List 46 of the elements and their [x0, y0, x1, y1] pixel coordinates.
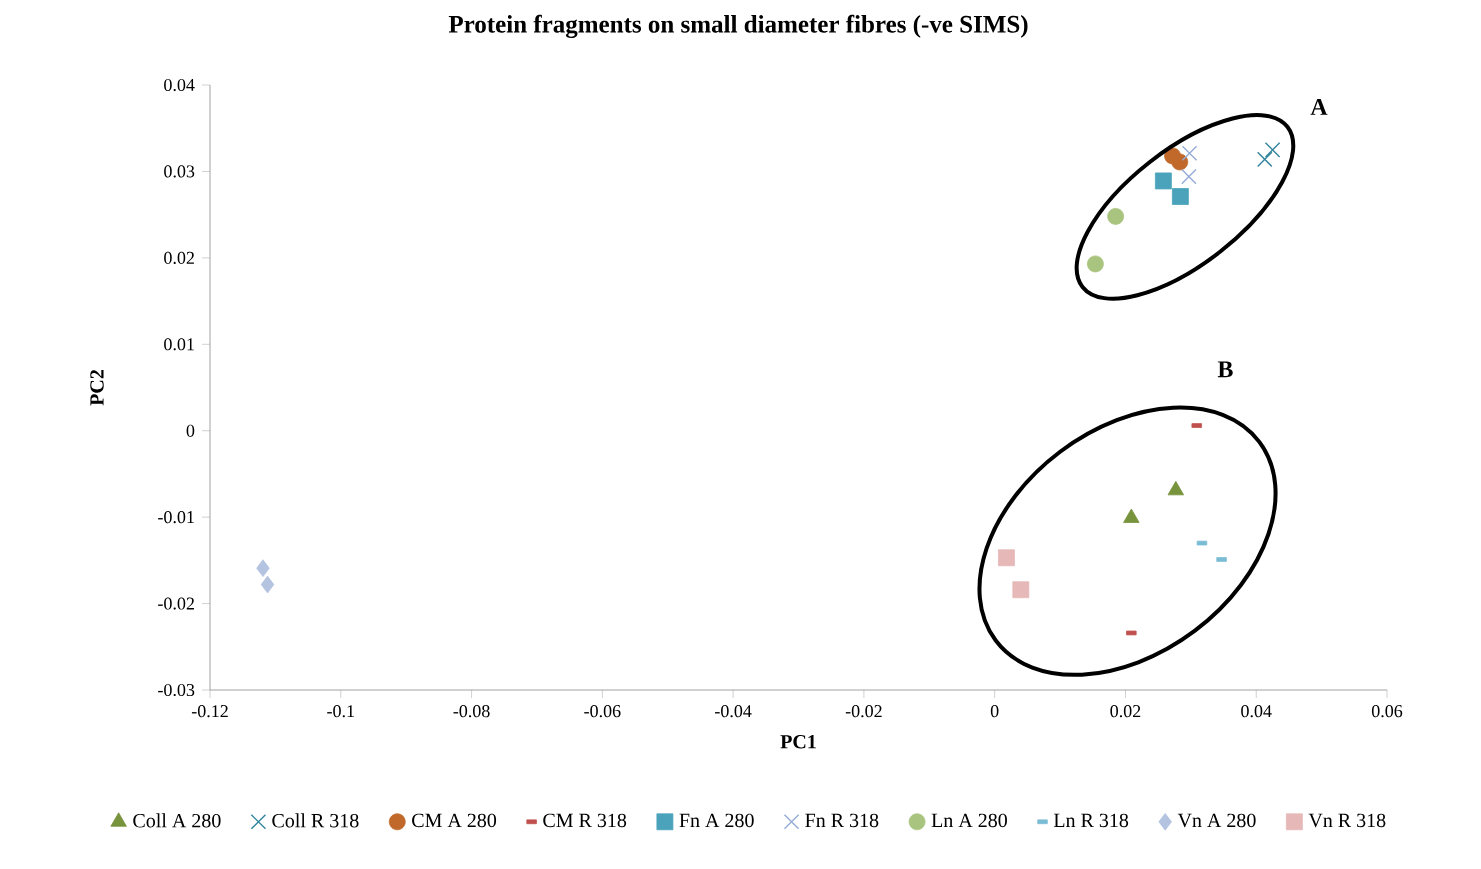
point — [1086, 255, 1104, 273]
x-tick-label: -0.02 — [845, 705, 882, 718]
point — [256, 559, 270, 577]
y-tick-label: -0.01 — [158, 511, 194, 524]
point — [1154, 172, 1172, 190]
x-tick-label: -0.04 — [715, 705, 752, 718]
x-tick-label: -0.1 — [327, 705, 354, 718]
x-tick-label: -0.06 — [584, 705, 621, 718]
y-tick-label: -0.02 — [158, 597, 194, 610]
legend-label: CM R 318 — [543, 813, 627, 828]
legend-label: Fn R 318 — [805, 813, 879, 828]
x-tick-label: 0.06 — [1371, 705, 1403, 718]
point — [260, 575, 275, 594]
x-tick-label: 0.04 — [1241, 705, 1272, 718]
y-tick-label: 0.03 — [164, 165, 195, 178]
y-tick-label: 0.01 — [164, 338, 194, 351]
y-tick-label: 0 — [186, 424, 195, 437]
point — [1171, 153, 1189, 171]
legend-label: Coll R 318 — [272, 813, 359, 828]
y-axis-title: PC2 — [90, 370, 104, 406]
point — [1107, 207, 1125, 225]
legend-label: CM A 280 — [412, 813, 497, 828]
point — [1256, 151, 1273, 168]
y-tick-label: -0.03 — [158, 683, 195, 697]
annotation: B — [1217, 361, 1233, 378]
x-tick-label: -0.08 — [453, 705, 490, 718]
point — [1181, 145, 1198, 162]
annotation: A — [1310, 98, 1328, 115]
point — [1012, 581, 1030, 599]
chart-title: Protein fragments on small diameter fibres (-ve SIMS) — [448, 14, 1028, 38]
x-axis-title: PC1 — [780, 735, 816, 749]
x-tick-label: -0.12 — [191, 705, 228, 718]
y-tick-label: 0.02 — [164, 251, 194, 264]
point — [998, 549, 1015, 567]
x-tick-label: 0 — [990, 705, 999, 718]
legend-label: Coll A 280 — [133, 813, 221, 828]
legend-label: Ln A 280 — [931, 813, 1007, 828]
legend-label: Fn A 280 — [679, 813, 754, 828]
legend-label: Vn A 280 — [1177, 813, 1256, 828]
point — [1171, 188, 1189, 205]
legend-label: Vn R 318 — [1308, 813, 1386, 828]
legend-label: Ln R 318 — [1053, 813, 1129, 828]
x-tick-label: 0.02 — [1110, 705, 1141, 718]
y-tick-label: 0.04 — [164, 78, 195, 92]
point — [1181, 168, 1197, 185]
point — [1264, 142, 1281, 158]
